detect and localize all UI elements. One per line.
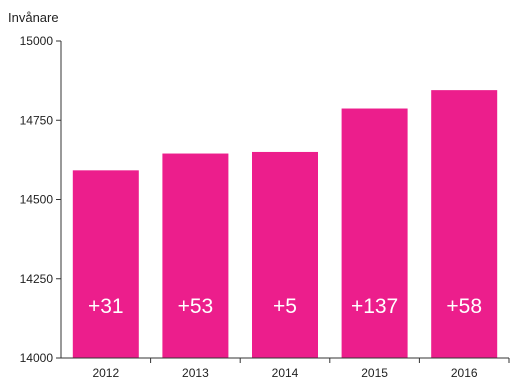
y-tick-label: 14750 xyxy=(20,113,54,127)
bar-value-label: +5 xyxy=(273,295,297,318)
bar-value-label: +58 xyxy=(446,295,482,318)
x-tick-label: 2016 xyxy=(451,366,478,380)
y-axis-title: Invånare xyxy=(8,10,59,25)
y-tick-label: 14000 xyxy=(20,351,54,365)
bar-2016 xyxy=(431,90,498,358)
bar-2014 xyxy=(252,151,318,358)
y-axis-ticks: 14000 14250 14500 14750 15000 xyxy=(20,34,61,365)
x-tick-label: 2012 xyxy=(92,366,119,380)
x-tick-label: 2013 xyxy=(182,366,209,380)
bars: +31 +53 +5 +137 +58 xyxy=(72,90,498,358)
bar-2013 xyxy=(162,153,229,358)
x-tick-label: 2015 xyxy=(361,366,388,380)
y-tick-label: 14500 xyxy=(20,193,54,207)
bar-2015 xyxy=(341,108,408,358)
bar-2012 xyxy=(72,170,139,358)
bar-value-label: +137 xyxy=(351,295,398,318)
y-tick-label: 15000 xyxy=(20,34,54,48)
y-tick-label: 14250 xyxy=(20,272,54,286)
bar-value-label: +31 xyxy=(88,295,124,318)
x-tick-label: 2014 xyxy=(272,366,299,380)
x-axis-ticks: 2012 2013 2014 2015 2016 xyxy=(92,358,510,380)
bar-value-label: +53 xyxy=(178,295,214,318)
